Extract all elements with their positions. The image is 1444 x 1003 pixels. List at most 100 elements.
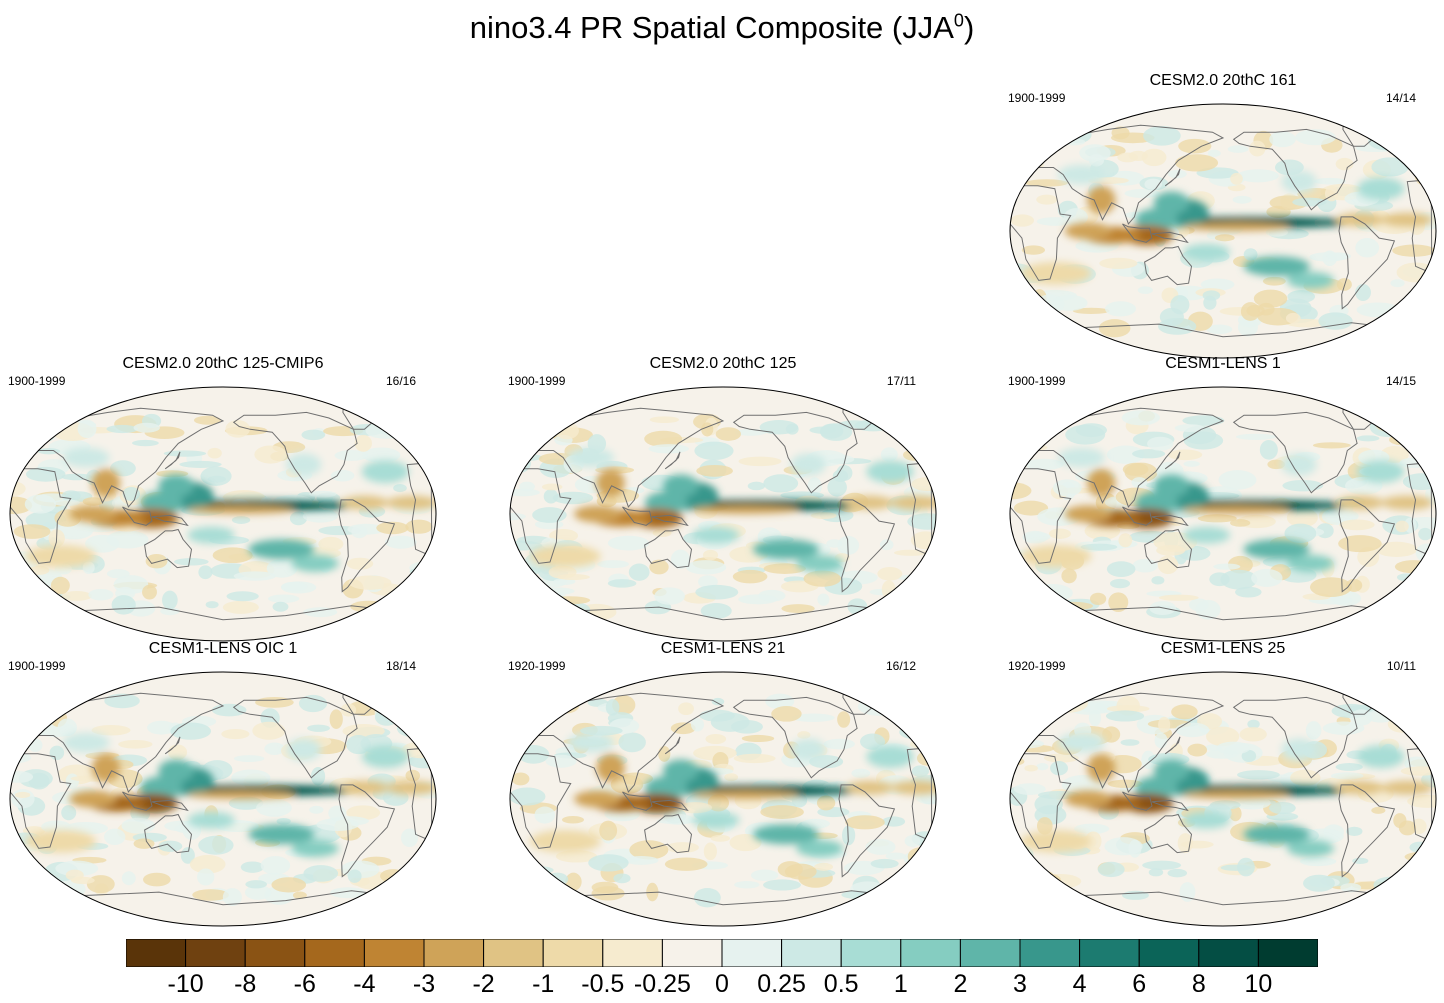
anomaly-speckle (554, 422, 579, 440)
map-panel: CESM2.0 20thC 125-CMIP6 1900-1999 16/16 (8, 355, 438, 642)
anomaly-speckle (648, 444, 690, 454)
anomaly-speckle (244, 884, 272, 900)
anomaly-speckle (405, 519, 433, 534)
anomaly-speckle (400, 828, 419, 848)
anomaly-region (692, 811, 740, 829)
anomaly-speckle (879, 539, 894, 551)
anomaly-speckle (389, 425, 424, 440)
coastline (1151, 799, 1189, 812)
anomaly-speckle (907, 513, 936, 530)
anomaly-speckle (1148, 868, 1164, 877)
anomaly-speckle (662, 813, 694, 825)
anomaly-region (1336, 495, 1384, 510)
anomaly-speckle (266, 559, 298, 578)
anomaly-speckle (741, 734, 775, 742)
colorbar-box (483, 939, 544, 967)
anomaly-region (187, 811, 235, 829)
map-border (9, 386, 437, 642)
anomaly-speckle (738, 594, 778, 605)
anomaly-speckle (1036, 763, 1049, 771)
anomaly-speckle (1286, 507, 1318, 528)
anomaly-speckle (1035, 873, 1061, 887)
anomaly-speckle (1052, 479, 1082, 497)
anomaly-speckle (1230, 519, 1251, 527)
anomaly-speckle (870, 858, 899, 869)
anomaly-speckle (122, 487, 141, 501)
colorbar-tick-label: 3 (1013, 970, 1027, 998)
anomaly-speckle (1259, 440, 1278, 460)
anomaly-speckle (826, 539, 843, 548)
anomaly-speckle (1313, 177, 1347, 185)
anomaly-region (845, 495, 894, 510)
anomaly-region (529, 830, 601, 853)
anomaly-speckle (1415, 543, 1436, 563)
anomaly-speckle (1142, 860, 1182, 870)
panel-title: CESM2.0 20thC 161 (1149, 72, 1297, 89)
anomaly-speckle (1253, 289, 1288, 308)
anomaly-speckle (231, 516, 251, 524)
anomaly-region (1381, 212, 1434, 227)
anomaly-speckle (1390, 279, 1405, 288)
anomaly-speckle (750, 869, 779, 881)
anomaly-region (1087, 753, 1116, 783)
anomaly-speckle (346, 805, 381, 821)
coastline (664, 451, 681, 470)
anomaly-speckle (1287, 290, 1316, 304)
anomaly-speckle (402, 419, 427, 435)
anomaly-speckle (817, 593, 830, 606)
anomaly-speckle (599, 820, 618, 841)
anomaly-speckle (133, 838, 155, 849)
anomaly-speckle (24, 494, 57, 514)
anomaly-speckle (1158, 716, 1171, 733)
anomaly-speckle (1128, 839, 1142, 858)
colorbar-box (1079, 939, 1140, 967)
anomaly-speckle (658, 746, 671, 762)
coastline (651, 514, 689, 527)
map-panel: CESM1-LENS 21 1920-1999 16/12 (508, 640, 938, 927)
anomaly-speckle (1105, 301, 1136, 317)
coastline (1232, 411, 1358, 494)
anomaly-speckle (1013, 783, 1046, 795)
anomaly-speckle (733, 753, 776, 764)
anomaly-speckle (1117, 152, 1138, 163)
colorbar-box (959, 939, 1021, 967)
anomaly-speckle (205, 601, 219, 609)
anomaly-speckle (37, 448, 61, 455)
anomaly-speckle (131, 439, 159, 447)
panel-title: CESM1-LENS OIC 1 (148, 640, 298, 657)
anomaly-speckle (1237, 770, 1280, 780)
anomaly-speckle (347, 869, 362, 883)
anomaly-region (62, 447, 110, 468)
colorbar-box (1138, 939, 1200, 967)
anomaly-speckle (1024, 764, 1038, 772)
anomaly-region (1286, 554, 1335, 572)
anomaly-speckle (228, 796, 264, 810)
anomaly-speckle (303, 865, 339, 882)
anomaly-speckle (110, 460, 136, 477)
coastline (122, 506, 153, 526)
colorbar-tick-label: 0.5 (823, 970, 859, 998)
anomaly-speckle (264, 742, 285, 756)
anomaly-speckle (1237, 857, 1255, 877)
anomaly-speckle (515, 566, 542, 576)
coastline (10, 468, 72, 564)
coastline (651, 799, 689, 812)
anomaly-region (1243, 824, 1310, 845)
anomaly-speckle (302, 509, 338, 523)
anomaly-speckle (309, 490, 337, 498)
anomaly-speckle (167, 744, 188, 761)
anomaly-region (1057, 732, 1106, 753)
colorbar-box (126, 939, 187, 967)
anomaly-speckle (1137, 286, 1153, 294)
anomaly-region (1381, 780, 1434, 795)
panel-years: 1920-1999 (508, 659, 566, 673)
colorbar-box (840, 939, 902, 967)
coastline (1338, 499, 1396, 593)
anomaly-speckle (747, 481, 766, 491)
anomaly-speckle (607, 535, 650, 551)
anomaly-region (285, 453, 322, 476)
anomaly-speckle (1395, 520, 1409, 533)
colorbar-box (1198, 939, 1259, 967)
anomaly-speckle (111, 595, 136, 615)
anomaly-speckle (121, 817, 156, 834)
